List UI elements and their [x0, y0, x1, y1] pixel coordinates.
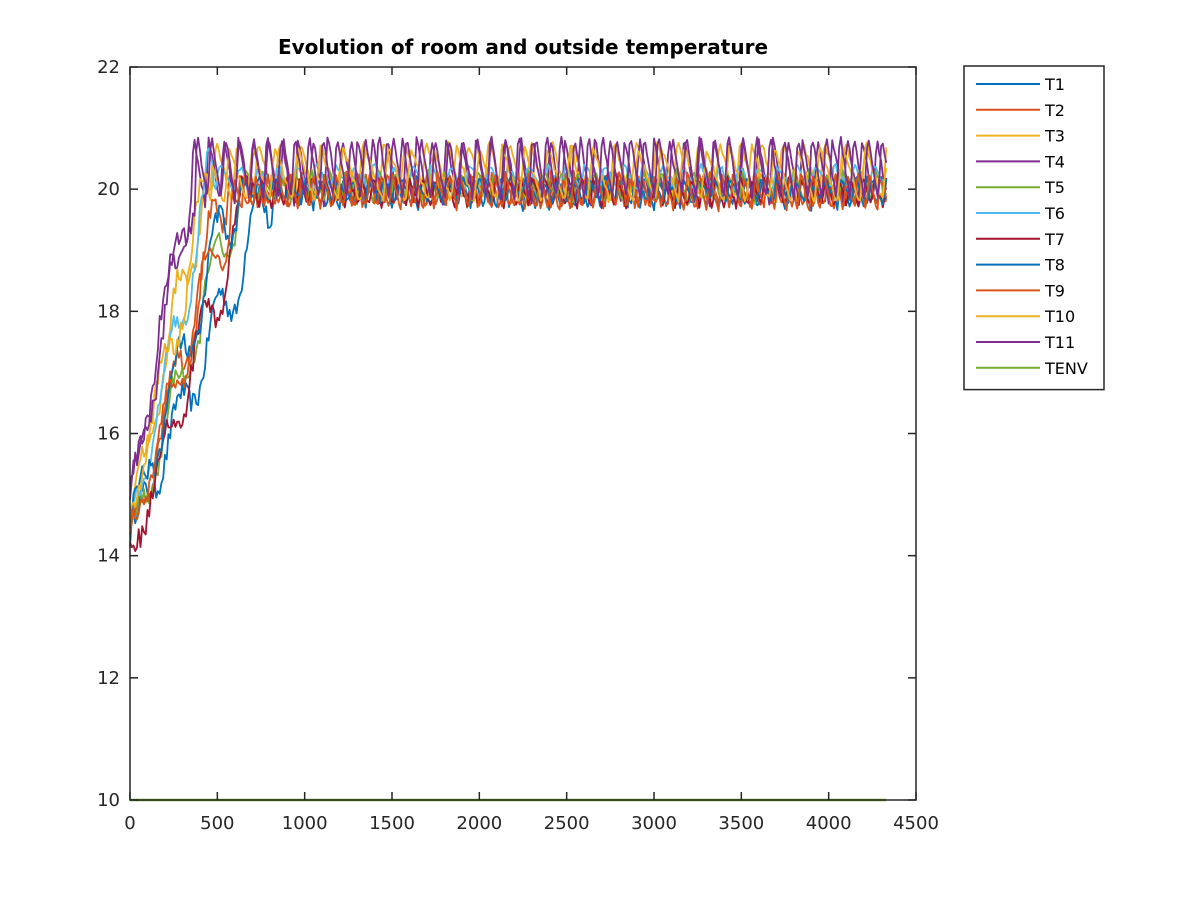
y-tick-label: 16 [97, 424, 120, 445]
legend-label-t7: T7 [1044, 230, 1065, 249]
x-tick-label: 4000 [806, 813, 852, 834]
legend-label-t1: T1 [1044, 75, 1065, 94]
legend-label-t9: T9 [1044, 281, 1065, 300]
series-line-t11 [129, 135, 888, 500]
x-tick-label: 3000 [631, 813, 677, 834]
legend-label-t8: T8 [1044, 256, 1065, 275]
x-tick-label: 0 [124, 813, 135, 834]
x-tick-label: 3500 [718, 813, 764, 834]
legend-label-t4: T4 [1044, 152, 1065, 171]
x-tick-label: 1500 [369, 813, 415, 834]
x-tick-label: 4500 [893, 813, 939, 834]
legend-label-t2: T2 [1044, 101, 1065, 120]
series-line-t9 [129, 169, 888, 535]
y-tick-label: 12 [97, 668, 120, 689]
legend-label-t5: T5 [1044, 178, 1065, 197]
legend-label-t10: T10 [1044, 307, 1075, 326]
legend-label-t3: T3 [1044, 127, 1065, 146]
y-tick-label: 14 [97, 546, 120, 567]
legend-label-t6: T6 [1044, 204, 1065, 223]
x-tick-label: 500 [200, 813, 234, 834]
y-tick-label: 20 [97, 179, 120, 200]
legend-box [963, 65, 1105, 391]
axes-layer: 0 500 1000 1500 2000 2500 3000 3500 4000 4500 10 12… [97, 57, 939, 834]
legend: T1 T2 T3 T4 T5 T6 T7 T8 T9 T10 T11 TENV [963, 65, 1105, 391]
chart-title: Evolution of room and outside temperatur… [278, 35, 768, 59]
x-tick-label: 1000 [282, 813, 328, 834]
y-tick-label: 22 [97, 57, 120, 78]
legend-label-tenv: TENV [1044, 359, 1088, 378]
y-tick-label: 18 [97, 301, 120, 322]
x-tick-label: 2000 [456, 813, 502, 834]
legend-label-t11: T11 [1044, 333, 1075, 352]
y-tick-label: 10 [97, 790, 120, 811]
x-tick-label: 2500 [544, 813, 590, 834]
